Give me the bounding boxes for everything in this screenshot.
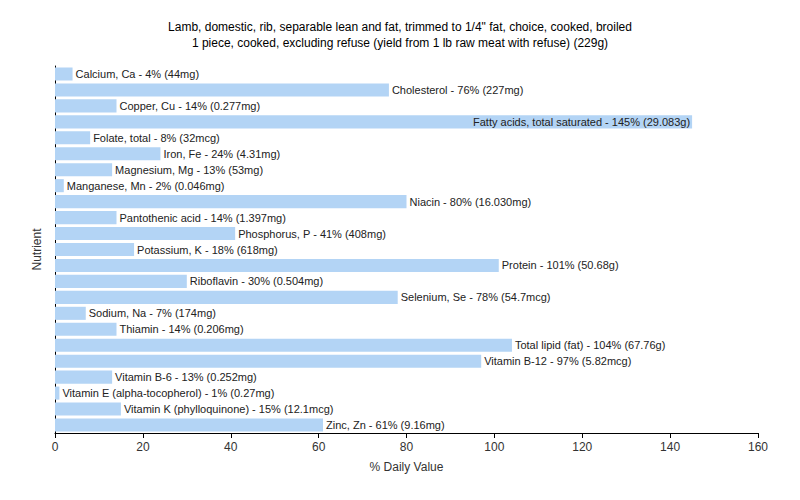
svg-text:120: 120 bbox=[572, 440, 592, 454]
svg-text:80: 80 bbox=[400, 440, 414, 454]
svg-text:Folate, total - 8% (32mcg): Folate, total - 8% (32mcg) bbox=[93, 132, 220, 144]
svg-text:100: 100 bbox=[484, 440, 504, 454]
svg-text:160: 160 bbox=[748, 440, 768, 454]
svg-text:Calcium, Ca - 4% (44mg): Calcium, Ca - 4% (44mg) bbox=[76, 68, 199, 80]
svg-text:Nutrient: Nutrient bbox=[30, 228, 44, 271]
svg-text:Fatty acids, total saturated -: Fatty acids, total saturated - 145% (29.… bbox=[473, 116, 690, 128]
svg-text:Manganese, Mn - 2% (0.046mg): Manganese, Mn - 2% (0.046mg) bbox=[67, 180, 225, 192]
svg-text:Vitamin E (alpha-tocopherol) -: Vitamin E (alpha-tocopherol) - 1% (0.27m… bbox=[62, 387, 274, 399]
svg-text:Copper, Cu - 14% (0.277mg): Copper, Cu - 14% (0.277mg) bbox=[120, 100, 261, 112]
svg-text:Niacin - 80% (16.030mg): Niacin - 80% (16.030mg) bbox=[410, 196, 532, 208]
svg-text:20: 20 bbox=[136, 440, 150, 454]
svg-text:Riboflavin - 30% (0.504mg): Riboflavin - 30% (0.504mg) bbox=[190, 275, 323, 287]
svg-text:Lamb, domestic, rib, separable: Lamb, domestic, rib, separable lean and … bbox=[168, 20, 632, 34]
svg-text:Zinc, Zn - 61% (9.16mg): Zinc, Zn - 61% (9.16mg) bbox=[326, 419, 445, 431]
svg-text:1 piece, cooked, excluding ref: 1 piece, cooked, excluding refuse (yield… bbox=[192, 36, 608, 50]
svg-text:Cholesterol - 76% (227mg): Cholesterol - 76% (227mg) bbox=[392, 84, 523, 96]
svg-text:% Daily Value: % Daily Value bbox=[370, 460, 444, 474]
svg-text:140: 140 bbox=[660, 440, 680, 454]
svg-text:0: 0 bbox=[52, 440, 59, 454]
svg-text:Phosphorus, P - 41% (408mg): Phosphorus, P - 41% (408mg) bbox=[238, 228, 386, 240]
svg-text:Protein - 101% (50.68g): Protein - 101% (50.68g) bbox=[502, 259, 619, 271]
svg-text:Vitamin K (phylloquinone) - 15: Vitamin K (phylloquinone) - 15% (12.1mcg… bbox=[124, 403, 334, 415]
svg-text:Thiamin - 14% (0.206mg): Thiamin - 14% (0.206mg) bbox=[120, 323, 244, 335]
svg-text:Iron, Fe - 24% (4.31mg): Iron, Fe - 24% (4.31mg) bbox=[163, 148, 280, 160]
svg-text:Potassium, K - 18% (618mg): Potassium, K - 18% (618mg) bbox=[137, 244, 278, 256]
svg-text:Total lipid (fat) - 104% (67.7: Total lipid (fat) - 104% (67.76g) bbox=[515, 339, 665, 351]
svg-text:Vitamin B-6 - 13% (0.252mg): Vitamin B-6 - 13% (0.252mg) bbox=[115, 371, 257, 383]
svg-text:Magnesium, Mg - 13% (53mg): Magnesium, Mg - 13% (53mg) bbox=[115, 164, 263, 176]
svg-text:Selenium, Se - 78% (54.7mcg): Selenium, Se - 78% (54.7mcg) bbox=[401, 291, 551, 303]
svg-text:60: 60 bbox=[312, 440, 326, 454]
svg-text:Sodium, Na - 7% (174mg): Sodium, Na - 7% (174mg) bbox=[89, 307, 216, 319]
svg-text:Vitamin B-12 - 97% (5.82mcg): Vitamin B-12 - 97% (5.82mcg) bbox=[484, 355, 631, 367]
svg-text:40: 40 bbox=[224, 440, 238, 454]
svg-text:Pantothenic acid - 14% (1.397m: Pantothenic acid - 14% (1.397mg) bbox=[120, 212, 286, 224]
